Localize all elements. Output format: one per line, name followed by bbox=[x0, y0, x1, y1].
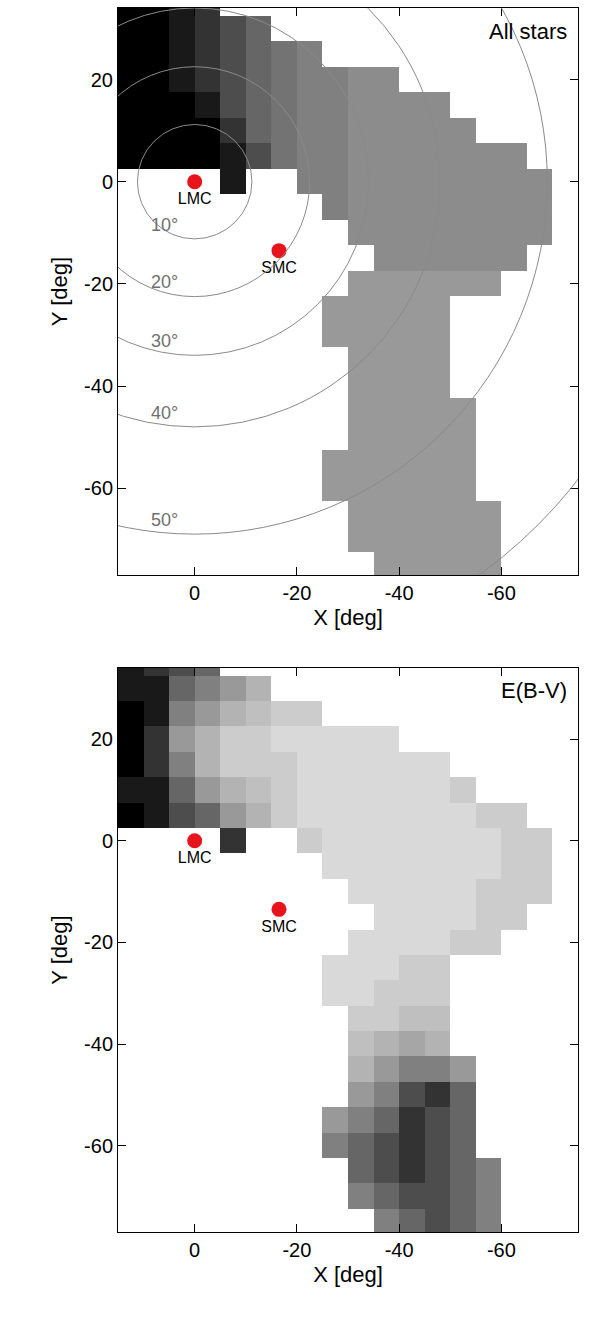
svg-text:-40: -40 bbox=[84, 1033, 113, 1055]
svg-text:SMC: SMC bbox=[261, 918, 297, 935]
svg-text:-60: -60 bbox=[84, 477, 113, 499]
svg-text:30°: 30° bbox=[151, 331, 178, 351]
svg-text:10°: 10° bbox=[151, 215, 178, 235]
svg-text:LMC: LMC bbox=[178, 190, 212, 207]
svg-text:-20: -20 bbox=[84, 931, 113, 953]
svg-text:20°: 20° bbox=[151, 272, 178, 292]
svg-text:50°: 50° bbox=[151, 510, 178, 530]
svg-text:0: 0 bbox=[189, 582, 200, 604]
svg-text:-20: -20 bbox=[282, 1239, 311, 1261]
svg-text:-60: -60 bbox=[487, 582, 516, 604]
svg-text:-40: -40 bbox=[84, 375, 113, 397]
svg-text:All stars: All stars bbox=[489, 19, 567, 44]
svg-text:20: 20 bbox=[91, 69, 113, 91]
svg-text:20: 20 bbox=[91, 728, 113, 750]
svg-text:-60: -60 bbox=[84, 1135, 113, 1157]
svg-text:40°: 40° bbox=[151, 403, 178, 423]
svg-text:X [deg]: X [deg] bbox=[313, 1262, 383, 1287]
svg-text:0: 0 bbox=[189, 1239, 200, 1261]
svg-text:Y [deg]: Y [deg] bbox=[47, 257, 72, 326]
svg-text:0: 0 bbox=[102, 830, 113, 852]
svg-text:E(B-V): E(B-V) bbox=[501, 678, 567, 703]
svg-text:-40: -40 bbox=[385, 1239, 414, 1261]
svg-text:-20: -20 bbox=[84, 273, 113, 295]
svg-text:0: 0 bbox=[102, 171, 113, 193]
svg-text:SMC: SMC bbox=[261, 259, 297, 276]
svg-text:X [deg]: X [deg] bbox=[313, 605, 383, 630]
svg-text:LMC: LMC bbox=[178, 849, 212, 866]
svg-text:-20: -20 bbox=[282, 582, 311, 604]
svg-text:-60: -60 bbox=[487, 1239, 516, 1261]
svg-text:Y [deg]: Y [deg] bbox=[47, 915, 72, 984]
svg-text:-40: -40 bbox=[385, 582, 414, 604]
